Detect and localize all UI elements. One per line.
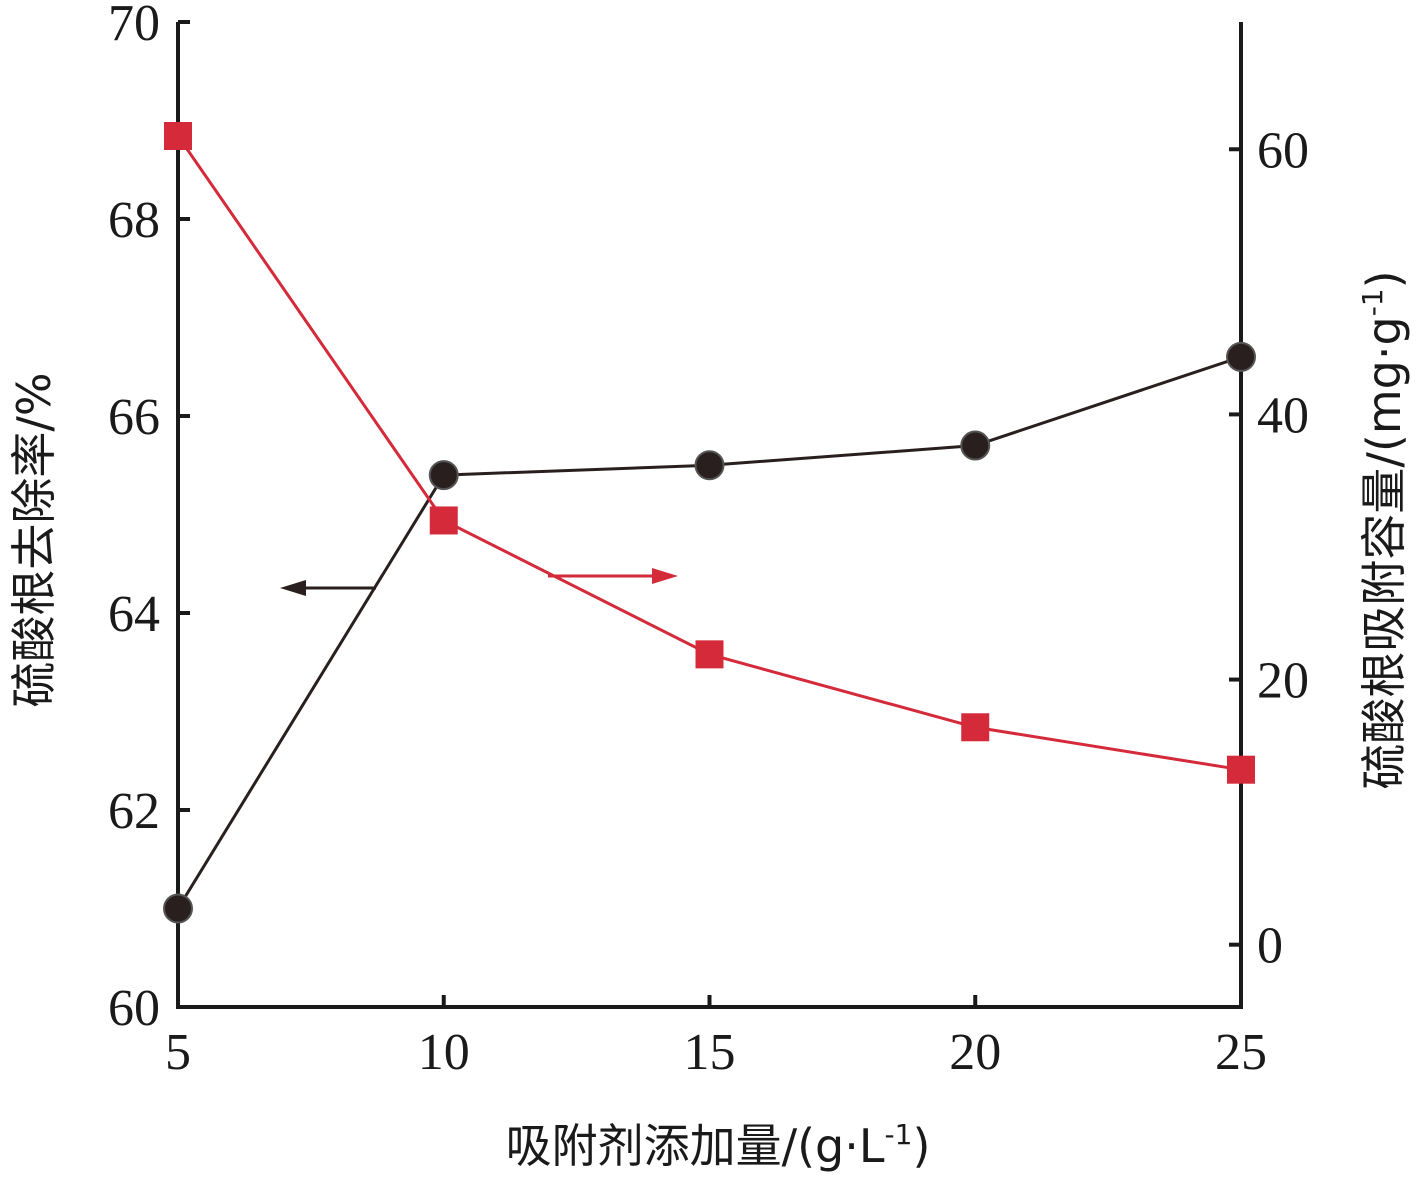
left-arrow-head	[280, 580, 306, 596]
x-axis-title: 吸附剂添加量/(g·L-1)	[506, 1118, 931, 1173]
series-1-point	[695, 640, 724, 669]
series-0-point	[1226, 341, 1256, 372]
x-tick-label: 10	[418, 1024, 470, 1081]
y-left-tick-label: 64	[108, 586, 160, 643]
y-right-tick-label: 0	[1257, 918, 1283, 975]
axes: 5 10 15 20 25 60 62 64 66 68 70 0 20 40 60	[108, 0, 1309, 1081]
series-0-point	[694, 450, 725, 481]
y-left-tick-label: 62	[108, 783, 160, 840]
x-tick-label: 5	[165, 1024, 191, 1081]
annotation-layer	[280, 568, 678, 596]
y-right-axis-title-sup: -1	[1356, 288, 1389, 316]
y-right-axis-title-close: )	[1357, 270, 1411, 288]
y-left-tick-label: 70	[108, 0, 160, 52]
x-tick-label: 25	[1215, 1024, 1267, 1081]
y-right-tick-label: 20	[1257, 653, 1309, 710]
y-left-tick-label: 66	[108, 389, 160, 446]
y-left-tick-label: 68	[108, 192, 160, 249]
x-axis-title-sup: -1	[885, 1118, 913, 1151]
series-0-point	[960, 430, 991, 461]
right-arrow-head	[652, 568, 678, 584]
series-0-point	[428, 460, 459, 491]
x-axis-title-main: 吸附剂添加量/(g·L	[506, 1119, 885, 1173]
y-right-tick-label: 40	[1257, 387, 1309, 444]
series-layer	[163, 122, 1256, 924]
x-axis-title-close: )	[912, 1119, 930, 1173]
series-1-point	[961, 713, 990, 742]
x-tick-label: 15	[684, 1024, 736, 1081]
x-tick-label: 20	[949, 1024, 1001, 1081]
y-left-tick-label: 60	[108, 980, 160, 1037]
y-left-axis-title: 硫酸根去除率/%	[7, 372, 61, 707]
series-0-line	[176, 355, 1242, 910]
y-right-axis-title-main: 硫酸根吸附容量/(mg·g	[1357, 316, 1411, 789]
series-1-point	[164, 122, 192, 151]
series-1-point	[429, 506, 458, 535]
series-0-point	[163, 893, 193, 924]
series-1-point	[1227, 755, 1255, 784]
y-right-tick-label: 60	[1257, 122, 1309, 179]
y-right-axis-title: 硫酸根吸附容量/(mg·g-1)	[1356, 270, 1411, 789]
